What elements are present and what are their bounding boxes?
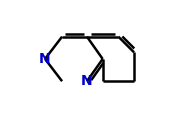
Text: N: N	[39, 52, 51, 66]
Text: N: N	[81, 74, 93, 88]
